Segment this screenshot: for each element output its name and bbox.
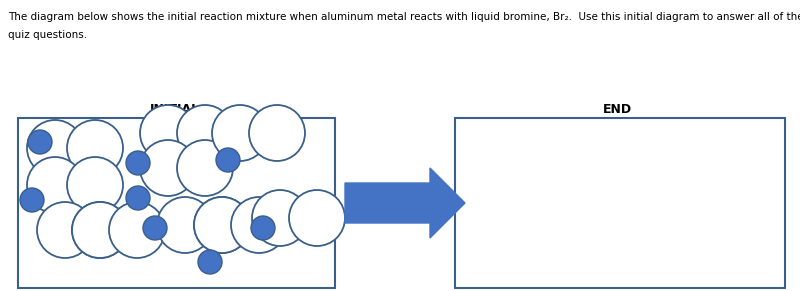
Circle shape (177, 140, 233, 196)
Circle shape (216, 148, 240, 172)
Circle shape (126, 151, 150, 175)
Polygon shape (345, 168, 465, 238)
Circle shape (28, 130, 52, 154)
Circle shape (194, 197, 250, 253)
Circle shape (157, 197, 213, 253)
Circle shape (177, 105, 233, 161)
Circle shape (126, 186, 150, 210)
Circle shape (194, 197, 250, 253)
Text: END: END (602, 103, 631, 116)
Circle shape (251, 216, 275, 240)
Bar (18, 118, 335, 288)
Text: INITIAL: INITIAL (150, 103, 200, 116)
Circle shape (20, 188, 44, 212)
Circle shape (72, 202, 128, 258)
Circle shape (67, 120, 123, 176)
Circle shape (231, 197, 287, 253)
Circle shape (72, 202, 128, 258)
Circle shape (140, 140, 196, 196)
Circle shape (27, 157, 83, 213)
Circle shape (37, 202, 93, 258)
Circle shape (252, 190, 308, 246)
Circle shape (198, 250, 222, 274)
Circle shape (249, 105, 305, 161)
Circle shape (212, 105, 268, 161)
Circle shape (140, 105, 196, 161)
Bar (455, 118, 785, 288)
Circle shape (67, 157, 123, 213)
Circle shape (143, 216, 167, 240)
Text: The diagram below shows the initial reaction mixture when aluminum metal reacts : The diagram below shows the initial reac… (8, 12, 800, 22)
Text: quiz questions.: quiz questions. (8, 30, 87, 40)
Circle shape (289, 190, 345, 246)
Circle shape (109, 202, 165, 258)
Circle shape (27, 120, 83, 176)
